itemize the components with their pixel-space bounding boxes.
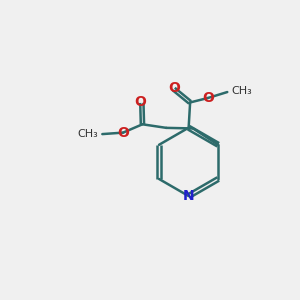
Text: CH₃: CH₃	[77, 128, 98, 139]
Text: O: O	[202, 91, 214, 105]
Text: CH₃: CH₃	[232, 85, 253, 96]
Text: N: N	[183, 189, 194, 203]
Text: O: O	[134, 95, 146, 109]
Text: O: O	[117, 126, 129, 140]
Text: O: O	[168, 82, 180, 95]
